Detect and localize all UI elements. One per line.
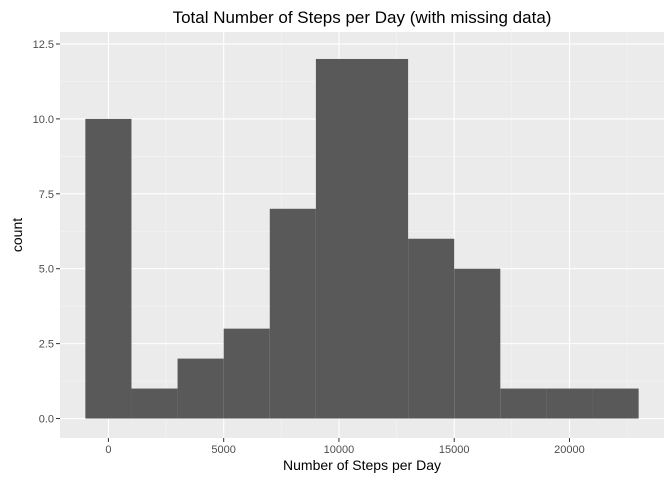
histogram-bar: [177, 358, 224, 419]
y-axis: 0.0 2.5 5.0 7.5 10.0 12.5: [33, 39, 60, 426]
x-axis-title: Number of Steps per Day: [283, 457, 441, 473]
histogram-bar: [592, 388, 639, 419]
x-tick-label: 5000: [211, 444, 235, 456]
chart-title: Total Number of Steps per Day (with miss…: [173, 8, 552, 27]
histogram-bar: [500, 388, 547, 419]
x-tick-label: 10000: [324, 444, 355, 456]
histogram-bar: [131, 388, 178, 419]
histogram-bar: [408, 238, 455, 419]
histogram-bar: [546, 388, 593, 419]
histogram-bar: [362, 58, 409, 419]
histogram-bars: [85, 58, 639, 419]
x-axis: 0 5000 10000 15000 20000: [105, 438, 585, 456]
histogram-bar: [269, 208, 316, 419]
x-tick-label: 20000: [554, 444, 585, 456]
y-axis-title: count: [9, 218, 25, 252]
y-tick-label: 12.5: [33, 39, 54, 51]
x-tick-label: 15000: [439, 444, 470, 456]
y-tick-label: 0.0: [39, 414, 54, 426]
x-tick-label: 0: [105, 444, 111, 456]
histogram-bar: [223, 328, 270, 419]
y-tick-label: 7.5: [39, 189, 54, 201]
histogram-bar: [315, 58, 362, 419]
histogram-bar: [85, 118, 132, 419]
y-tick-label: 5.0: [39, 264, 54, 276]
y-tick-label: 10.0: [33, 114, 54, 126]
histogram-bar: [454, 268, 501, 419]
y-tick-label: 2.5: [39, 339, 54, 351]
